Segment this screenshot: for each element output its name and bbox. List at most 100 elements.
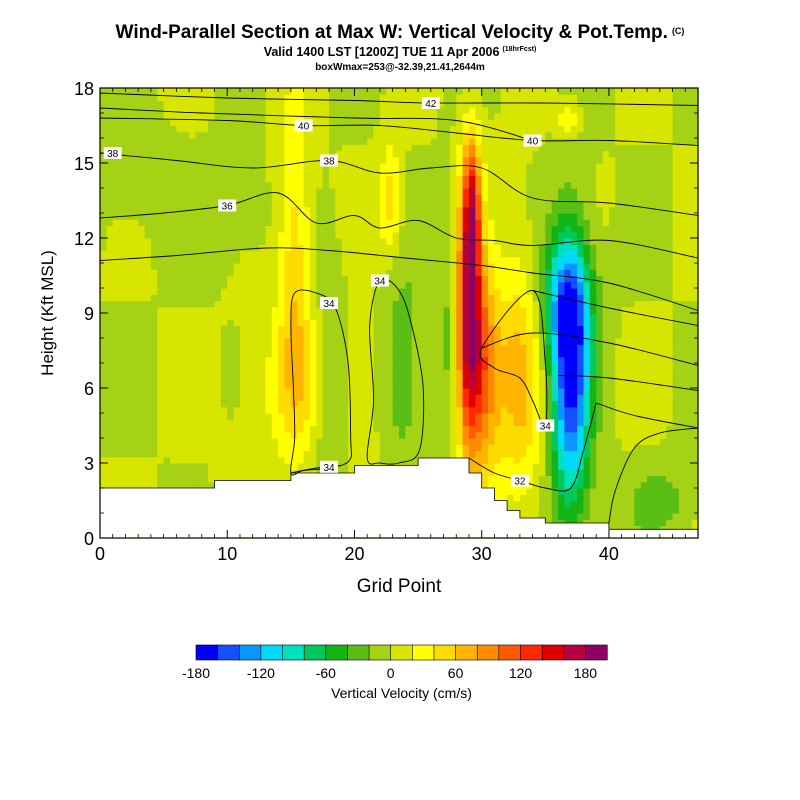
velocity-cell [138, 419, 146, 427]
velocity-cell [157, 138, 165, 145]
velocity-cell [309, 131, 317, 139]
velocity-cell [329, 150, 336, 158]
velocity-cell [176, 369, 184, 377]
velocity-cell [468, 175, 476, 183]
velocity-cell [233, 419, 241, 427]
velocity-cell [119, 188, 127, 195]
velocity-cell [488, 450, 496, 458]
velocity-cell [443, 119, 451, 127]
velocity-cell [373, 363, 381, 370]
velocity-cell [220, 281, 228, 289]
velocity-cell [208, 188, 216, 195]
velocity-cell [475, 438, 483, 445]
velocity-cell [100, 294, 107, 302]
velocity-cell [119, 113, 127, 120]
velocity-cell [290, 106, 298, 114]
velocity-cell [462, 350, 470, 358]
velocity-cell [195, 463, 203, 470]
velocity-cell [106, 138, 114, 145]
velocity-cell [494, 144, 502, 152]
velocity-cell [367, 200, 375, 208]
velocity-cell [297, 325, 305, 333]
velocity-cell [290, 456, 298, 464]
velocity-cell [462, 194, 470, 202]
velocity-cell [348, 163, 356, 170]
velocity-cell [284, 231, 292, 239]
velocity-cell [386, 138, 394, 145]
velocity-cell [259, 106, 266, 114]
velocity-cell [201, 475, 209, 483]
velocity-cell [348, 263, 356, 270]
velocity-cell [481, 194, 489, 202]
velocity-cell [271, 288, 279, 295]
velocity-cell [430, 363, 438, 370]
velocity-cell [494, 263, 502, 270]
velocity-cell [144, 181, 152, 189]
velocity-cell [526, 450, 534, 458]
velocity-cell [189, 350, 197, 358]
velocity-cell [335, 169, 343, 177]
velocity-cell [176, 313, 184, 320]
velocity-cell [112, 163, 120, 170]
velocity-cell [430, 200, 438, 208]
velocity-cell [373, 388, 381, 395]
velocity-cell [437, 175, 445, 183]
velocity-cell [106, 88, 114, 95]
velocity-cell [233, 163, 241, 170]
velocity-cell [373, 156, 381, 164]
velocity-cell [265, 275, 273, 283]
velocity-cell [125, 369, 133, 377]
velocity-cell [468, 188, 476, 195]
velocity-cell [195, 225, 203, 233]
velocity-cell [150, 188, 158, 195]
velocity-cell [119, 481, 127, 489]
velocity-cell [329, 269, 336, 277]
velocity-cell [201, 238, 209, 245]
velocity-cell [246, 100, 254, 108]
velocity-cell [182, 269, 190, 277]
velocity-cell [131, 125, 139, 133]
velocity-cell [189, 469, 197, 477]
velocity-cell [532, 313, 540, 320]
velocity-cell [329, 419, 336, 427]
velocity-cell [411, 425, 419, 433]
velocity-cell [424, 156, 432, 164]
velocity-cell [335, 394, 343, 402]
velocity-cell [169, 413, 177, 420]
velocity-cell [100, 225, 107, 233]
velocity-cell [220, 294, 228, 302]
velocity-cell [182, 463, 190, 470]
velocity-cell [157, 288, 165, 295]
velocity-cell [329, 319, 336, 327]
velocity-cell [481, 431, 489, 439]
velocity-cell [259, 313, 266, 320]
velocity-cell [360, 331, 368, 339]
velocity-cell [297, 388, 305, 395]
velocity-cell [341, 238, 349, 245]
velocity-cell [233, 325, 241, 333]
velocity-cell [239, 238, 247, 245]
velocity-cell [119, 281, 127, 289]
velocity-cell [468, 88, 476, 95]
velocity-cell [519, 188, 527, 195]
velocity-cell [354, 250, 362, 258]
velocity-cell [163, 431, 171, 439]
velocity-cell [399, 100, 406, 108]
velocity-cell [341, 375, 349, 383]
velocity-cell [201, 294, 209, 302]
velocity-cell [348, 100, 356, 108]
velocity-cell [437, 138, 445, 145]
velocity-cell [303, 256, 311, 264]
velocity-cell [532, 356, 540, 364]
chart-title-mark: (C) [671, 26, 685, 36]
velocity-cell [182, 419, 190, 427]
velocity-cell [538, 413, 546, 420]
velocity-cell [335, 213, 343, 220]
velocity-cell [354, 200, 362, 208]
velocity-cell [488, 163, 496, 170]
velocity-cell [430, 188, 438, 195]
velocity-cell [227, 225, 235, 233]
velocity-cell [271, 100, 279, 108]
velocity-cell [379, 431, 387, 439]
velocity-cell [131, 213, 139, 220]
